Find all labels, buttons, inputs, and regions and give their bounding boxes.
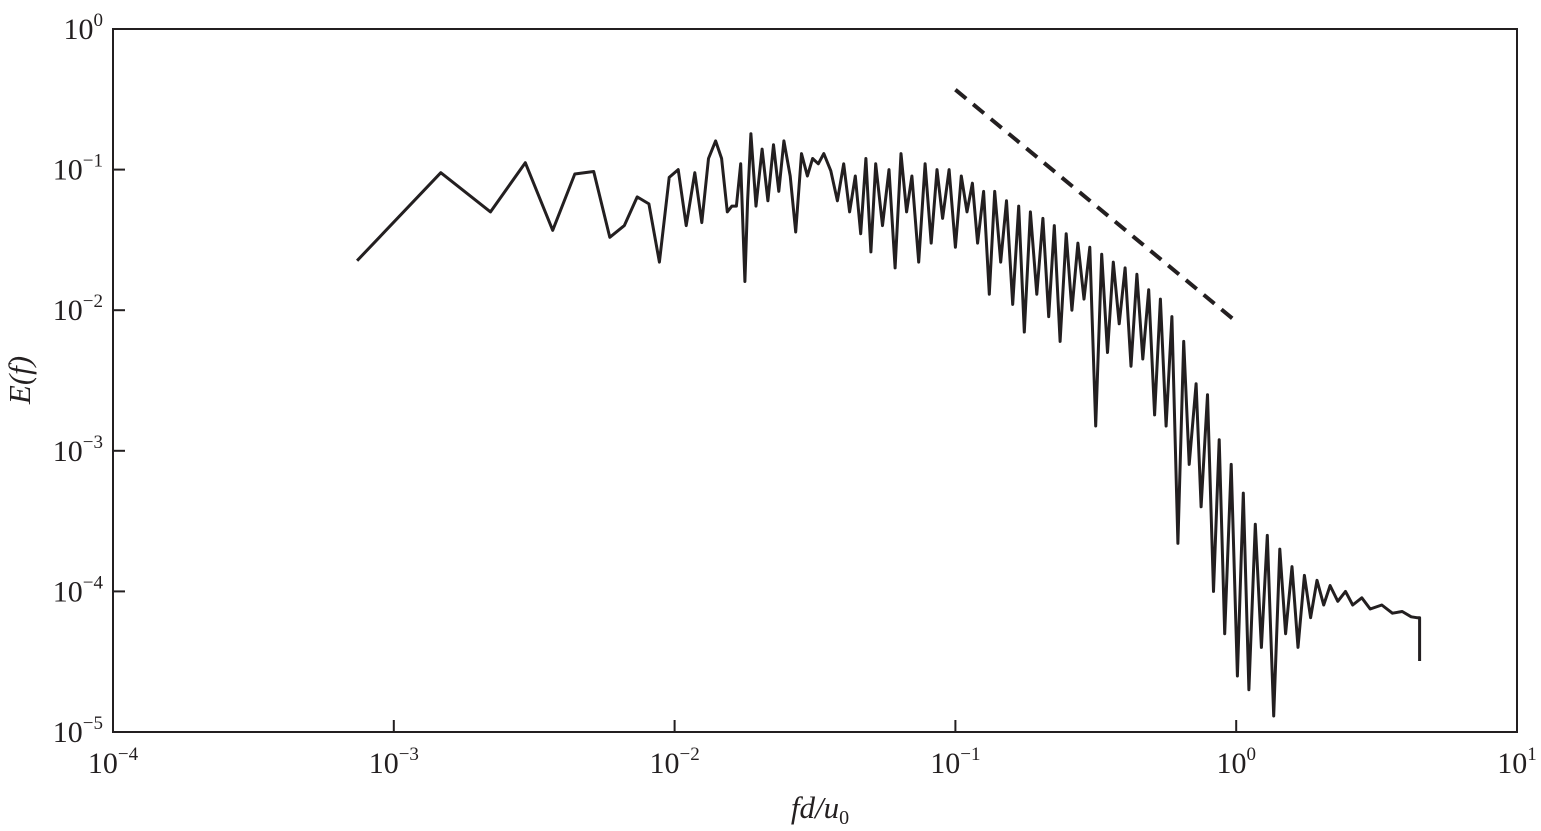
y-tick-label: 10−3 — [53, 432, 103, 468]
x-tick-label: 10−2 — [649, 744, 699, 780]
x-axis-label: fd/u0 — [791, 790, 849, 829]
y-tick-label: 10−2 — [53, 291, 103, 327]
y-axis-label: E(f) — [2, 356, 37, 405]
x-axis-ticks: 10−4 10−3 10−2 10−1 100 101 — [88, 720, 1537, 780]
y-tick-label: 10−4 — [53, 572, 104, 608]
plot-frame — [112, 28, 1518, 733]
series-layer — [356, 88, 1422, 718]
y-tick-label: 100 — [64, 10, 104, 46]
y-tick-label: 10−5 — [53, 713, 103, 749]
spectrum-line — [356, 132, 1422, 718]
reference-slope-line — [954, 88, 1238, 324]
x-tick-label: 10−3 — [369, 744, 419, 780]
y-tick-label: 10−1 — [53, 151, 103, 187]
x-tick-label: 101 — [1497, 744, 1537, 780]
x-tick-label: 100 — [1216, 744, 1256, 780]
x-tick-label: 10−4 — [88, 744, 139, 780]
y-axis-ticks: 100 10−1 10−2 10−3 10−4 10−5 — [53, 10, 125, 749]
x-tick-label: 10−1 — [930, 744, 980, 780]
